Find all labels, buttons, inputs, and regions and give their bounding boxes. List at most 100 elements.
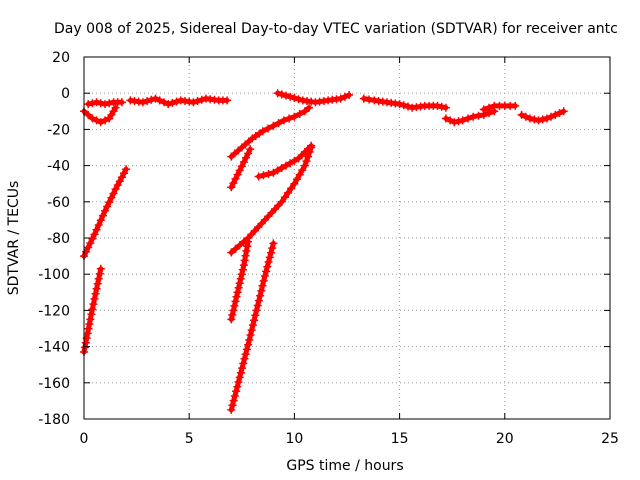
series-10-marker-6 [234, 378, 243, 386]
series-9-marker-3 [230, 301, 239, 310]
series-1-marker-1 [88, 99, 97, 108]
series-5-marker-5 [237, 162, 246, 171]
series-4-marker-1 [80, 343, 89, 352]
series-12-marker-10 [404, 102, 412, 111]
series-9-marker-11 [238, 265, 247, 274]
series-12-marker-0 [359, 94, 368, 103]
series-14 [479, 101, 520, 114]
series-1-marker-4 [101, 100, 109, 109]
series-14-marker-6 [511, 101, 520, 110]
series-11-marker-15 [336, 94, 345, 103]
series-1-marker-5 [105, 99, 114, 108]
series-10-marker-19 [250, 316, 259, 325]
series-10-marker-8 [236, 368, 245, 377]
series-4-marker-14 [93, 279, 102, 288]
series-2-marker-23 [223, 96, 232, 105]
series-9-marker-8 [235, 279, 244, 288]
series-10-marker-15 [245, 335, 254, 344]
series-9-marker-6 [233, 288, 242, 297]
series-10-marker-31 [264, 258, 273, 266]
series-9-marker-13 [240, 256, 249, 265]
x-tick-label-5: 25 [601, 431, 619, 447]
series-3-marker-3 [86, 239, 95, 248]
series-2-marker-8 [160, 98, 168, 107]
series-6-marker-17 [300, 107, 309, 116]
series-10-marker-23 [254, 296, 263, 305]
series-10-marker-20 [251, 311, 260, 320]
y-tick-label-1: 0 [61, 86, 70, 102]
series-6-marker-12 [274, 119, 283, 128]
series-15-marker-7 [547, 112, 556, 121]
series-1-marker-3 [96, 99, 105, 108]
tick-layer [83, 56, 611, 420]
series-11-marker-0 [273, 89, 282, 98]
x-tick-label-2: 10 [285, 431, 303, 447]
series-15-marker-5 [538, 115, 547, 124]
series-0-marker-1 [84, 110, 93, 119]
series-3-marker-6 [92, 225, 101, 234]
series-9-marker-9 [236, 274, 245, 283]
series-4-marker-11 [90, 294, 99, 303]
series-11 [273, 89, 354, 107]
series-9-marker-10 [237, 270, 246, 279]
series-2-marker-16 [193, 97, 202, 105]
series-15-marker-4 [534, 116, 543, 125]
series-4-marker-16 [95, 269, 104, 278]
series-4-marker-15 [94, 274, 103, 283]
series-0-marker-5 [101, 116, 109, 125]
series-layer [80, 89, 568, 414]
series-10-marker-27 [259, 276, 268, 285]
y-tick-label-7: -120 [38, 303, 70, 319]
series-1-marker-2 [92, 98, 101, 107]
series-11-marker-2 [282, 91, 290, 100]
series-4-marker-2 [81, 338, 90, 347]
plot-frame [83, 56, 611, 420]
series-6-marker-9 [258, 127, 267, 136]
series-15-marker-9 [555, 109, 564, 118]
series-3-marker-8 [96, 216, 105, 225]
series-10-marker-14 [244, 340, 253, 349]
series-3-marker-13 [107, 193, 116, 202]
series-6 [227, 103, 314, 161]
series-9-marker-2 [229, 306, 238, 315]
series-8-marker-16 [284, 188, 293, 197]
series-10-marker-1 [228, 401, 237, 410]
series-4-marker-13 [92, 284, 101, 293]
series-4-marker-6 [85, 320, 94, 329]
series-3-marker-9 [98, 211, 107, 220]
series-15-marker-8 [551, 110, 560, 119]
series-3-marker-11 [103, 202, 112, 211]
series-5-marker-7 [242, 153, 250, 162]
series-5-marker-4 [235, 166, 244, 175]
series-3-marker-14 [109, 189, 118, 198]
series-4-marker-8 [87, 310, 96, 319]
series-5-marker-3 [233, 170, 242, 179]
series-2 [126, 94, 232, 109]
series-10-marker-9 [238, 364, 247, 373]
series-1-marker-8 [117, 98, 126, 107]
series-14-marker-1 [485, 103, 493, 112]
series-8-marker-18 [290, 179, 299, 188]
series-9-marker-16 [243, 242, 252, 251]
series-10-marker-13 [242, 345, 251, 354]
series-13-marker-1 [446, 116, 455, 125]
series-12-marker-8 [395, 100, 404, 109]
series-10-marker-12 [241, 350, 250, 359]
series-13-marker-5 [464, 114, 472, 123]
series-10-marker-5 [233, 382, 242, 391]
series-15-marker-0 [517, 110, 526, 119]
series-2-marker-7 [155, 96, 164, 105]
series-2-marker-4 [143, 97, 152, 105]
y-tick-label-8: -140 [38, 340, 70, 356]
series-10-marker-35 [269, 239, 278, 248]
series-9-marker-17 [244, 237, 253, 246]
y-tick-label-10: -180 [38, 412, 70, 428]
axis-label-layer: 0 5 10 15 20 25 20 0 -20 -40 -60 -80 -100 -120 -140 -16… [38, 50, 619, 447]
series-3-marker-4 [88, 234, 97, 243]
series-2-marker-3 [138, 98, 147, 107]
series-3-marker-10 [101, 206, 109, 215]
series-0-marker-3 [92, 116, 101, 125]
series-8-marker-25 [305, 148, 314, 156]
series-13-marker-3 [454, 117, 463, 126]
series-11-marker-17 [345, 91, 354, 99]
